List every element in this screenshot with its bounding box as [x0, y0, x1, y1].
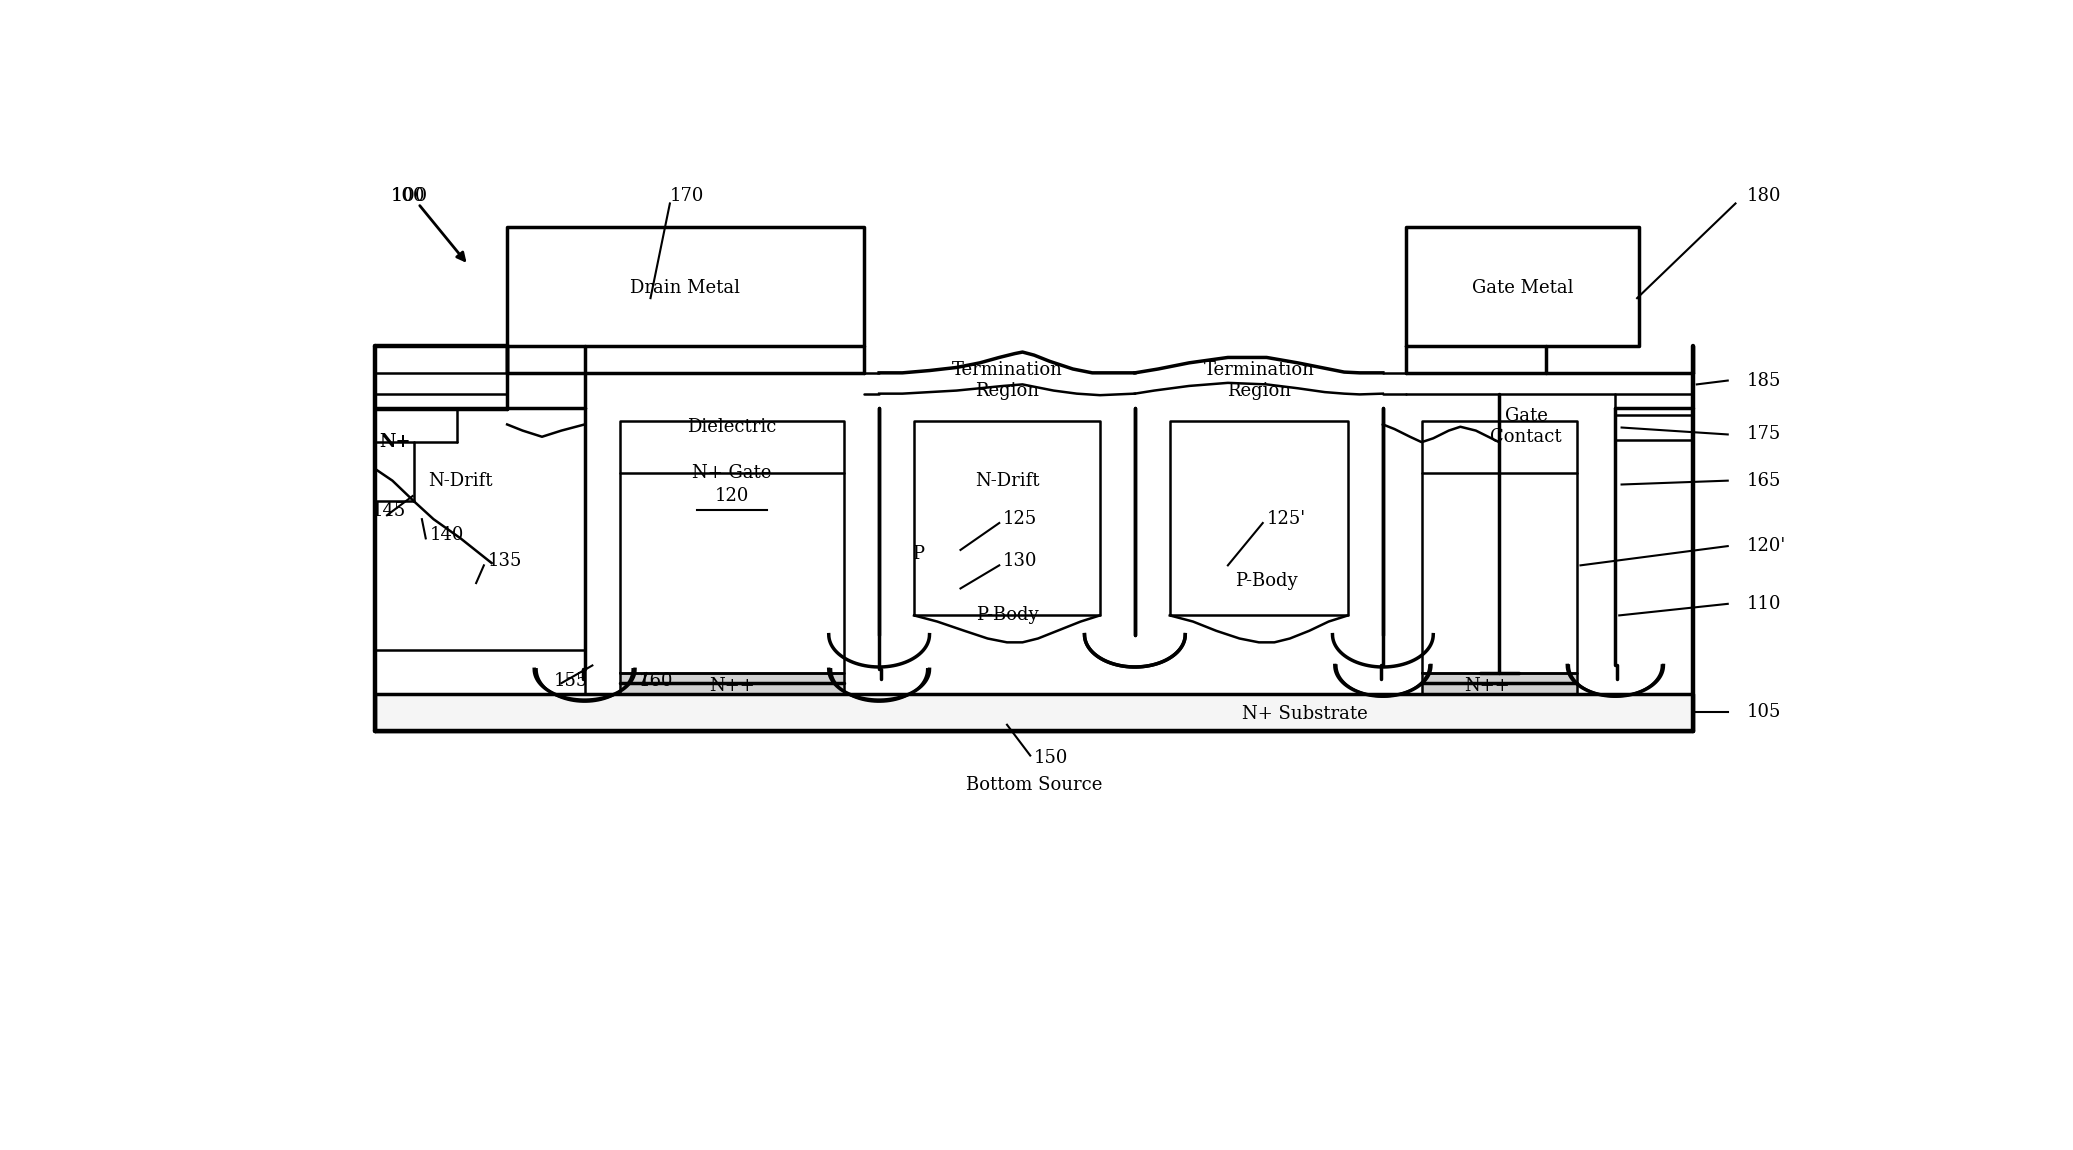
Text: 120': 120': [1748, 537, 1787, 555]
Text: 170: 170: [670, 186, 705, 205]
Text: 100: 100: [392, 186, 427, 205]
Text: 125: 125: [1003, 511, 1036, 528]
Text: N+: N+: [379, 434, 410, 451]
Text: 145: 145: [371, 503, 406, 521]
Text: N+ Gate: N+ Gate: [692, 463, 771, 482]
Text: 180: 180: [1748, 186, 1781, 205]
Text: Bottom Source: Bottom Source: [966, 776, 1103, 793]
Text: P-Body: P-Body: [976, 606, 1039, 624]
Text: Gate
Contact: Gate Contact: [1490, 407, 1563, 446]
Text: 175: 175: [1748, 426, 1781, 444]
Text: P-Body: P-Body: [1236, 572, 1298, 590]
Polygon shape: [1422, 673, 1578, 693]
Text: N++: N++: [709, 677, 755, 696]
Text: 125': 125': [1267, 511, 1306, 528]
Text: 140: 140: [429, 526, 464, 544]
Text: 110: 110: [1748, 595, 1781, 613]
Text: Termination
Region: Termination Region: [1204, 361, 1314, 400]
Text: Dielectric: Dielectric: [686, 417, 777, 436]
Text: N++: N++: [1466, 677, 1511, 696]
Text: N-Drift: N-Drift: [974, 472, 1039, 490]
Text: 185: 185: [1748, 371, 1781, 390]
Text: 135: 135: [487, 552, 522, 570]
Text: N+ Substrate: N+ Substrate: [1242, 705, 1368, 723]
Text: 105: 105: [1748, 703, 1781, 721]
Text: Termination
Region: Termination Region: [952, 361, 1063, 400]
Text: 155: 155: [553, 672, 589, 690]
Text: 120: 120: [715, 488, 748, 505]
Polygon shape: [375, 693, 1694, 731]
Text: 165: 165: [1748, 472, 1781, 490]
Text: 150: 150: [1034, 749, 1068, 767]
Polygon shape: [620, 673, 844, 693]
Text: 160: 160: [638, 672, 674, 690]
Text: Gate Metal: Gate Metal: [1472, 279, 1573, 297]
Text: Drain Metal: Drain Metal: [630, 279, 740, 297]
Text: P: P: [912, 545, 925, 562]
Text: 130: 130: [1003, 552, 1039, 570]
Text: 100: 100: [392, 186, 425, 205]
Text: N-Drift: N-Drift: [429, 472, 493, 490]
